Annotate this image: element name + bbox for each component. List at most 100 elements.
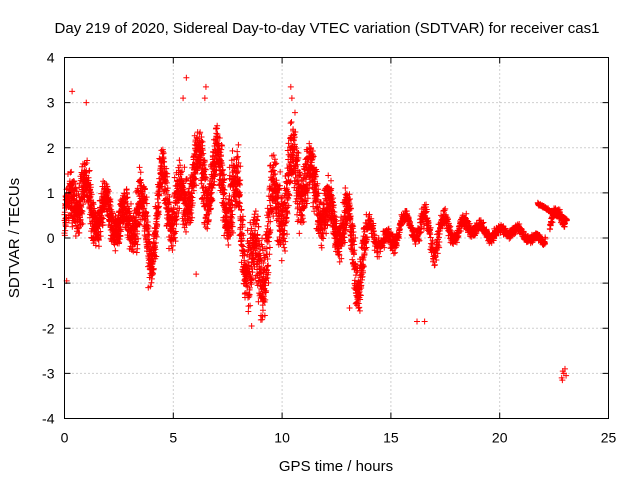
data-point (169, 242, 176, 249)
data-point (134, 230, 141, 237)
data-point (105, 188, 112, 195)
data-point (79, 208, 86, 215)
data-point (97, 233, 104, 240)
data-point (136, 221, 143, 228)
data-point (116, 239, 123, 246)
data-point (132, 217, 139, 224)
data-point (217, 152, 224, 159)
data-point (217, 149, 224, 156)
data-point (135, 220, 142, 227)
data-point (143, 194, 150, 201)
data-point (145, 228, 152, 235)
data-point (92, 242, 99, 249)
data-point (140, 193, 147, 200)
data-point (183, 228, 190, 235)
data-point (166, 193, 173, 200)
data-point (78, 207, 85, 214)
data-point (221, 177, 228, 184)
data-point (112, 247, 119, 254)
data-point (127, 212, 134, 219)
data-point (79, 220, 86, 227)
data-point (169, 246, 176, 253)
data-point (116, 227, 123, 234)
y-tick-label: -2 (42, 320, 55, 336)
data-point (62, 227, 69, 234)
data-point (160, 150, 167, 157)
data-point (142, 196, 149, 203)
data-point (175, 209, 182, 216)
data-point (194, 135, 201, 142)
data-point (148, 279, 155, 286)
data-point (99, 209, 106, 216)
data-point (166, 199, 173, 206)
y-tick-label: 0 (47, 230, 55, 246)
data-point (180, 180, 187, 187)
data-point (207, 205, 214, 212)
data-point (130, 248, 137, 255)
data-point (150, 265, 157, 272)
data-point (164, 170, 171, 177)
data-point (159, 183, 166, 190)
data-point (143, 200, 150, 207)
data-point (72, 232, 79, 239)
data-point (72, 181, 79, 188)
data-point (187, 211, 194, 218)
data-point (136, 164, 143, 171)
data-point (200, 161, 207, 168)
data-point (189, 200, 196, 207)
y-tick-label: -3 (42, 365, 55, 381)
data-point (181, 164, 188, 171)
data-point (144, 213, 151, 220)
data-point (145, 239, 152, 246)
data-point (169, 221, 176, 228)
data-point (207, 206, 214, 213)
data-point (164, 185, 171, 192)
data-point (176, 205, 183, 212)
data-point (213, 130, 220, 137)
data-point (170, 225, 177, 232)
data-point (67, 169, 74, 176)
data-point (219, 162, 226, 169)
data-point (143, 209, 150, 216)
data-point (133, 249, 140, 256)
data-point (171, 234, 178, 241)
data-point (152, 246, 159, 253)
data-point (137, 169, 144, 176)
data-point (220, 189, 227, 196)
data-point (189, 214, 196, 221)
data-point (199, 162, 206, 169)
data-point (69, 223, 76, 230)
y-tick-label: 4 (47, 50, 55, 66)
data-point (84, 157, 91, 164)
data-point (226, 232, 233, 239)
data-point (199, 165, 206, 172)
data-point (225, 242, 232, 249)
data-point (80, 201, 87, 208)
data-point (127, 200, 134, 207)
data-point (72, 185, 79, 192)
x-tick-label: 10 (274, 430, 290, 446)
data-point (219, 142, 226, 149)
data-point (134, 241, 141, 248)
data-point (160, 148, 167, 155)
data-point (200, 150, 207, 157)
data-point (156, 203, 163, 210)
data-point (222, 195, 229, 202)
data-point (151, 242, 158, 249)
data-point (62, 223, 69, 230)
data-point (188, 217, 195, 224)
data-point (144, 222, 151, 229)
x-tick-label: 20 (492, 430, 508, 446)
y-axis-label: SDTVAR / TECUs (6, 178, 23, 298)
data-point (209, 196, 216, 203)
x-tick-label: 5 (169, 430, 177, 446)
data-point (177, 169, 184, 176)
data-point (210, 182, 217, 189)
data-point (141, 205, 148, 212)
data-point (95, 243, 102, 250)
data-point (183, 175, 190, 182)
y-tick-label: -4 (42, 411, 55, 427)
data-point (88, 191, 95, 198)
data-point (201, 158, 208, 165)
